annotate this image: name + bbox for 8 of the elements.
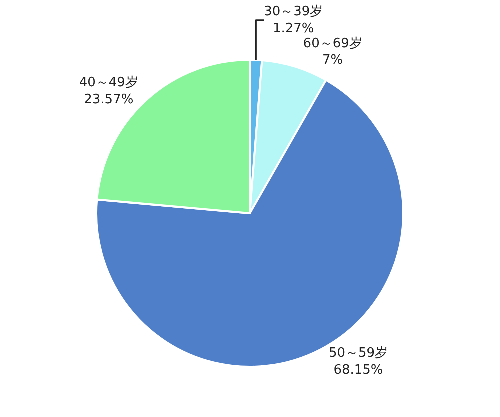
data-label: 68.15% [334,363,384,378]
data-label: 23.57% [84,92,134,108]
slice-label: 50～59岁 [328,346,388,362]
slice-label: 40～49岁 [79,76,138,91]
slice-label: 60～69岁 [303,36,362,52]
data-label: 7% [322,53,344,68]
slice-label: 30～39岁 [264,4,324,20]
data-label: 1.27% [272,21,314,36]
